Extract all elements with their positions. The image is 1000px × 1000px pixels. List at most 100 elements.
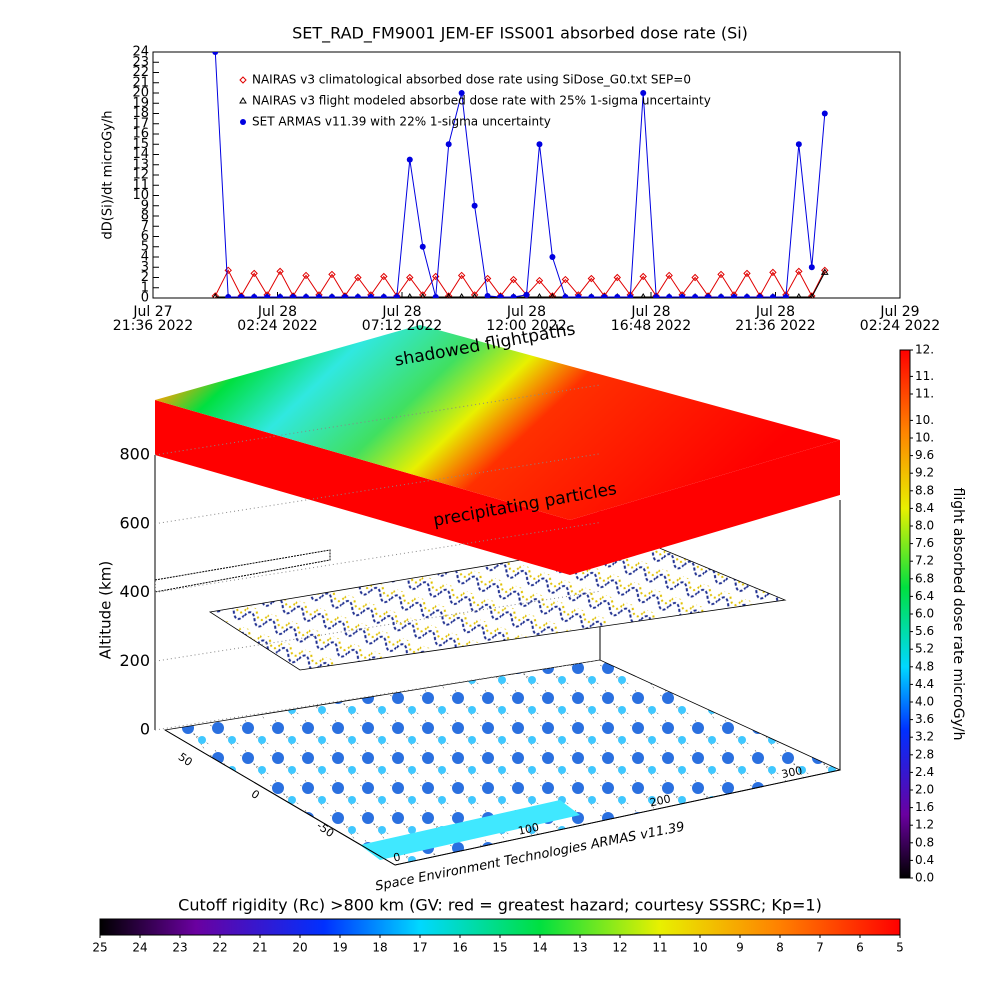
data-point [756, 293, 763, 298]
data-point [458, 90, 465, 96]
y-tick-label: 10 [132, 188, 149, 203]
lon-tick-label: 100 [517, 821, 540, 838]
legend-label: NAIRAS v3 climatological absorbed dose r… [252, 73, 691, 87]
data-point [419, 293, 426, 298]
colorbar-tick-label: 6.4 [915, 589, 934, 603]
colorbar-tick-label: 13 [572, 941, 587, 955]
data-point [380, 293, 387, 298]
data-point [561, 275, 570, 284]
map-surface [163, 659, 842, 866]
colorbar-tick-label: 14 [532, 941, 547, 955]
data-point [354, 273, 362, 282]
data-point [328, 293, 335, 298]
data-point [316, 293, 322, 298]
data-point [251, 293, 258, 298]
data-point [406, 273, 414, 282]
y-tick-label: 12 [132, 168, 149, 183]
colorbar-tick-label: 11. [915, 369, 934, 383]
y-tick-label: 8 [141, 209, 149, 224]
y-tick-label: 13 [132, 157, 149, 172]
data-point [575, 293, 582, 298]
y-tick-label: 1 [141, 280, 149, 295]
colorbar-tick-label: 1.6 [915, 800, 934, 814]
data-point [795, 293, 802, 298]
colorbar-tick-label: 11. [915, 387, 934, 401]
lat-tick-label: 0 [249, 787, 262, 802]
colorbar-tick-label: 4.0 [915, 695, 934, 709]
data-point [782, 293, 789, 298]
data-point [277, 293, 284, 298]
data-point [225, 293, 232, 298]
colorbar-tick-label: 25 [92, 941, 107, 955]
legend-label: SET ARMAS v11.39 with 22% 1-sigma uncert… [252, 115, 551, 129]
colorbar-tick-label: 6.0 [915, 607, 934, 621]
data-point [328, 270, 336, 279]
data-point [679, 293, 686, 298]
colorbar-tick-label: 10 [692, 941, 707, 955]
lon-tick-label: 200 [649, 792, 672, 809]
data-point [666, 293, 673, 298]
data-point [276, 267, 284, 276]
colorbar-tick-label: 8.0 [915, 519, 934, 533]
data-point [419, 243, 426, 250]
data-point [731, 293, 737, 298]
colorbar-tick-label: 11 [652, 941, 667, 955]
data-point [510, 293, 517, 298]
data-point [692, 293, 699, 298]
series-line [214, 52, 826, 298]
data-point [523, 291, 530, 298]
data-point [627, 293, 634, 298]
data-point [717, 270, 725, 279]
colorbar-tick-label: 10. [915, 431, 934, 445]
data-point [562, 293, 569, 298]
x-tick-label: 07:12 2022 [362, 318, 442, 334]
data-point [820, 268, 829, 275]
y-tick-label: 19 [132, 96, 149, 111]
colorbar-tick-label: 23 [172, 941, 187, 955]
y-tick-label: 4 [141, 250, 149, 265]
lon-tick-label: 300 [780, 764, 803, 781]
data-point [471, 202, 478, 209]
data-point [470, 291, 479, 298]
data-point [536, 293, 543, 298]
data-point [588, 293, 595, 298]
data-point [549, 293, 556, 298]
colorbar-tick-label: 0.8 [915, 835, 934, 849]
data-point [212, 293, 219, 298]
colorbar-tick-label: 19 [332, 941, 347, 955]
data-point [250, 269, 258, 278]
colorbar-tick-label: 9.6 [915, 448, 934, 462]
y-tick-label: 18 [132, 106, 149, 121]
data-point [705, 293, 712, 298]
x-tick-label: 12:00 2022 [486, 318, 566, 334]
lon-axis [394, 769, 841, 866]
y-tick-label: 16 [132, 127, 149, 142]
data-point [444, 292, 453, 298]
data-point [639, 272, 647, 281]
shadowed-paths [154, 549, 331, 593]
data-point [303, 293, 310, 298]
y-tick-label: 5 [141, 239, 149, 254]
lat-tick-label: 50 [176, 750, 195, 769]
data-point [302, 271, 310, 280]
data-point [471, 293, 478, 298]
colorbar-tick-label: 8.4 [915, 501, 934, 515]
z-tick-label: 200 [119, 651, 150, 670]
colorbar-tick-label: 0.4 [915, 853, 934, 867]
colorbar-label: Cutoff rigidity (Rc) >800 km (GV: red = … [178, 896, 822, 915]
data-point [341, 293, 348, 298]
data-point [691, 273, 699, 282]
data-point [808, 264, 815, 271]
colorbar-tick-label: 22 [212, 941, 227, 955]
data-point [238, 293, 245, 298]
colorbar-tick-label: 5 [896, 941, 904, 955]
data-point [640, 293, 647, 298]
data-point [458, 293, 465, 298]
x-tick-label: 21:36 2022 [735, 318, 815, 334]
colorbar-tick-label: 2.4 [915, 765, 934, 779]
y-tick-label: 23 [132, 55, 149, 70]
z-axis-label: Altitude (km) [97, 561, 115, 659]
x-tick-label: Jul 29 [879, 304, 919, 320]
data-point [718, 293, 725, 298]
data-point [354, 293, 361, 298]
